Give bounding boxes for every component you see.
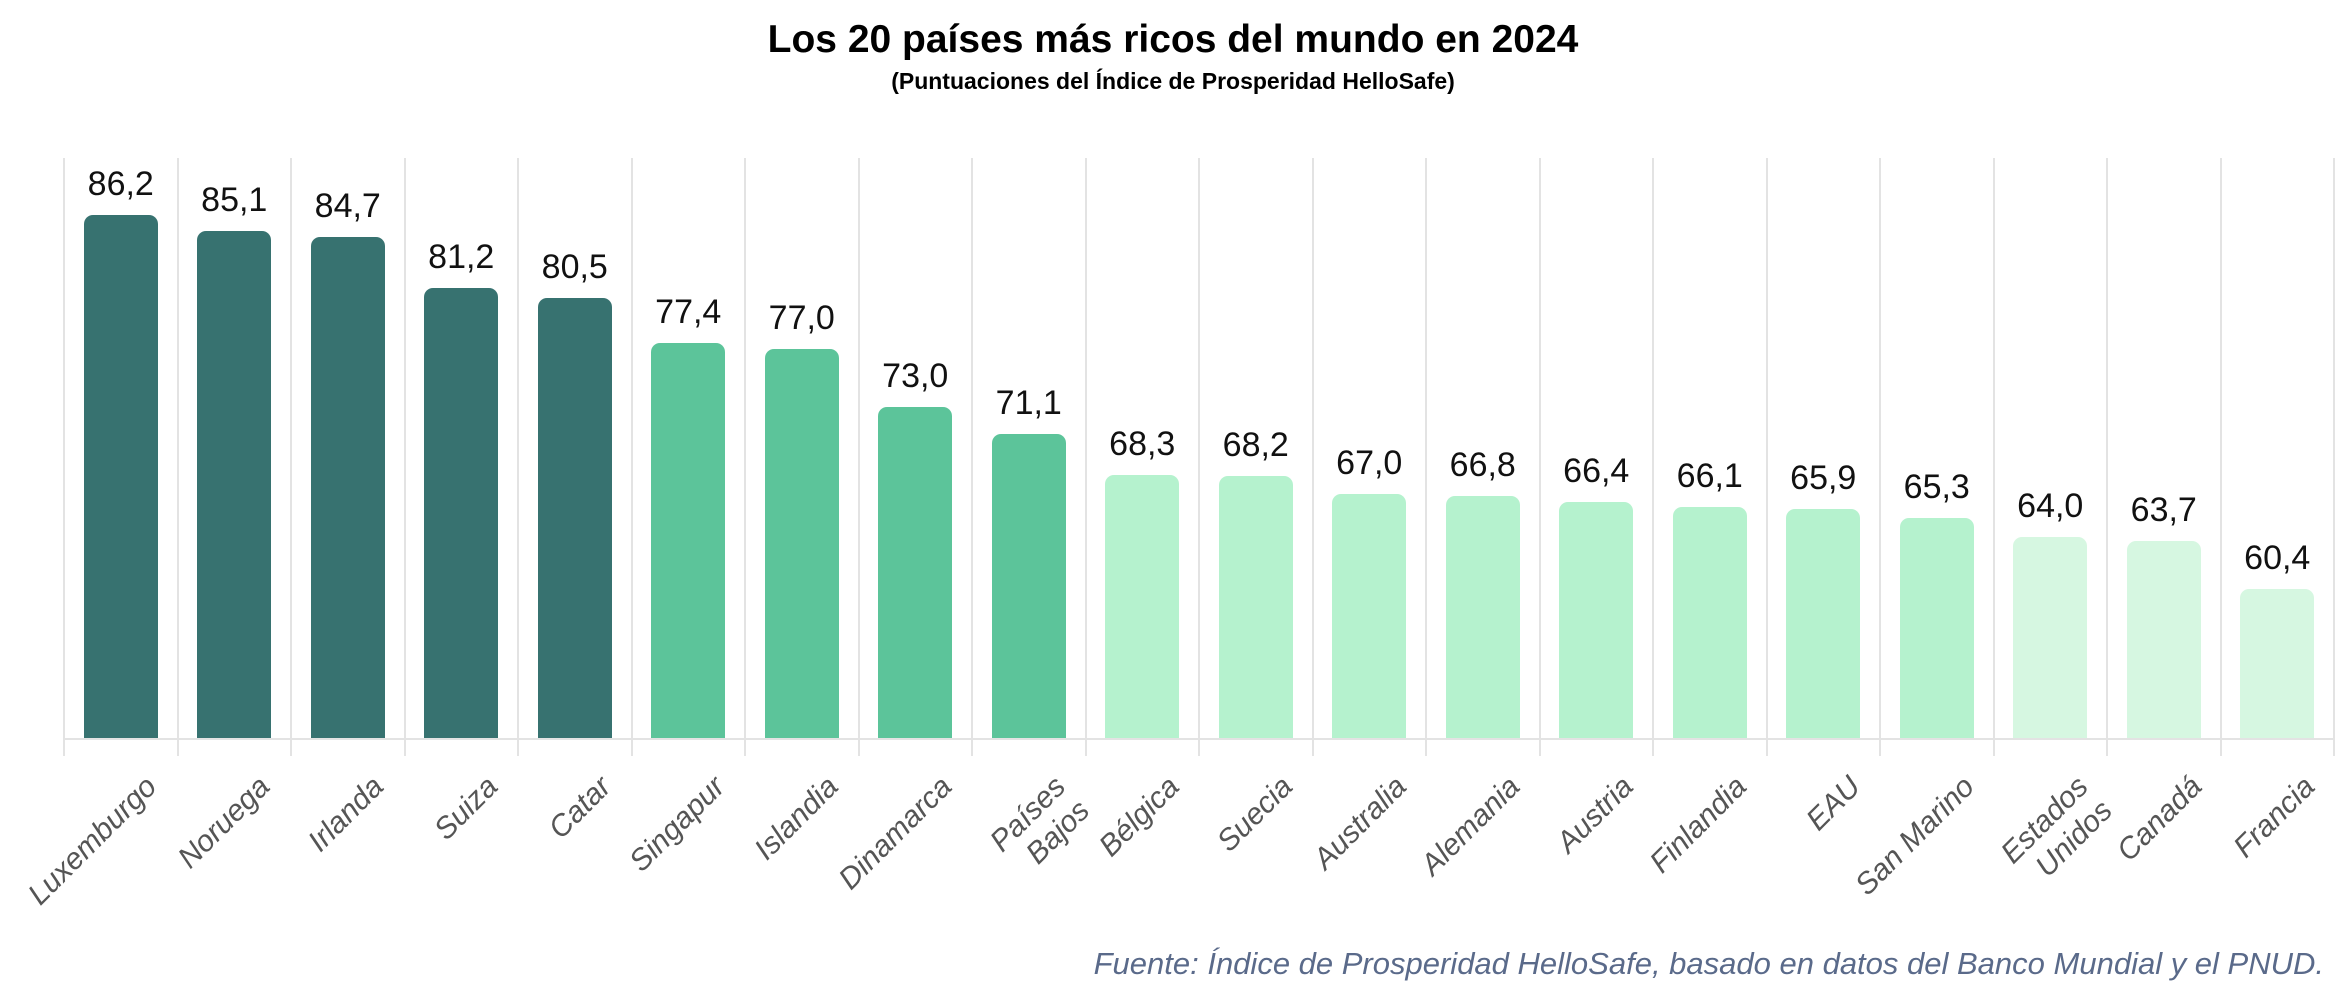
chart-subtitle: (Puntuaciones del Índice de Prosperidad … bbox=[891, 68, 1455, 94]
bar bbox=[651, 342, 726, 740]
x-axis-label: Finlandia bbox=[1644, 770, 1754, 880]
category-cell: 60,4 bbox=[2219, 158, 2334, 756]
bar bbox=[2013, 537, 2088, 740]
bar bbox=[764, 348, 839, 740]
plot-area: 86,2 85,1 84,7 81,2 80,5 77,4 77,0 73,0 71,1 68,3… bbox=[63, 158, 2335, 756]
bar bbox=[2126, 541, 2201, 740]
value-label: 67,0 bbox=[1336, 443, 1403, 482]
value-label: 81,2 bbox=[428, 237, 495, 276]
x-axis-label: Catar bbox=[542, 770, 618, 846]
category-cell: 65,9 bbox=[1765, 158, 1880, 756]
value-label: 77,4 bbox=[655, 292, 722, 331]
bar bbox=[1672, 506, 1747, 740]
value-label: 66,4 bbox=[1563, 452, 1630, 491]
x-axis-baseline bbox=[63, 738, 2335, 740]
value-label: 68,2 bbox=[1222, 426, 1289, 465]
chart-header: Los 20 países más ricos del mundo en 202… bbox=[0, 18, 2346, 95]
value-label: 71,1 bbox=[995, 384, 1062, 423]
value-label: 84,7 bbox=[314, 186, 381, 225]
bar bbox=[1218, 476, 1293, 740]
bar bbox=[878, 406, 953, 740]
x-axis-label: Irlanda bbox=[302, 770, 391, 859]
category-cell: 81,2 bbox=[403, 158, 518, 756]
x-axis-label: Singapur bbox=[622, 770, 732, 879]
bars-container: 86,2 85,1 84,7 81,2 80,5 77,4 77,0 73,0 71,1 68,3… bbox=[63, 158, 2335, 756]
value-label: 63,7 bbox=[2130, 491, 2197, 530]
x-axis-label: Bélgica bbox=[1092, 770, 1186, 863]
bar bbox=[991, 434, 1066, 740]
category-cell: 65,3 bbox=[1879, 158, 1993, 756]
bar bbox=[1899, 518, 1974, 740]
bar bbox=[537, 297, 612, 740]
x-axis-label: EAU bbox=[1800, 770, 1868, 837]
category-cell: 64,0 bbox=[1992, 158, 2107, 756]
category-cell: 71,1 bbox=[971, 158, 1085, 756]
category-cell: 77,0 bbox=[744, 158, 858, 756]
value-label: 60,4 bbox=[2244, 539, 2311, 578]
x-axis-label: Estados Unidos bbox=[1994, 770, 2119, 884]
category-cell: 80,5 bbox=[517, 158, 631, 756]
value-label: 66,1 bbox=[1676, 456, 1743, 495]
bar bbox=[83, 215, 158, 740]
category-cell: 68,3 bbox=[1084, 158, 1199, 756]
bar bbox=[1786, 509, 1861, 740]
category-cell: 66,4 bbox=[1538, 158, 1653, 756]
x-axis-label: Islandia bbox=[748, 770, 845, 867]
category-cell: 86,2 bbox=[63, 158, 177, 756]
bar bbox=[1445, 496, 1520, 740]
category-cell: 68,2 bbox=[1198, 158, 1312, 756]
bar bbox=[1332, 493, 1407, 740]
bar bbox=[1559, 502, 1634, 740]
x-axis-label: Luxemburgo bbox=[21, 770, 164, 912]
value-label: 85,1 bbox=[201, 181, 268, 220]
x-axis-label: San Marino bbox=[1848, 770, 1981, 902]
x-axis-label: Dinamarca bbox=[832, 770, 959, 896]
category-cell: 67,0 bbox=[1311, 158, 1426, 756]
x-axis-label: Austria bbox=[1550, 770, 1640, 860]
category-cell: 63,7 bbox=[2106, 158, 2220, 756]
chart-title: Los 20 países más ricos del mundo en 202… bbox=[767, 18, 1579, 61]
x-axis-label: Australia bbox=[1306, 770, 1413, 876]
value-label: 66,8 bbox=[1449, 446, 1516, 485]
x-axis-label: Alemania bbox=[1414, 770, 1527, 882]
value-label: 77,0 bbox=[768, 298, 835, 337]
x-axis-label: Noruega bbox=[172, 770, 277, 875]
value-label: 86,2 bbox=[87, 165, 154, 204]
bar bbox=[1105, 474, 1180, 740]
category-cell: 84,7 bbox=[290, 158, 404, 756]
x-axis-label: Francia bbox=[2227, 770, 2322, 865]
source-note: Fuente: Índice de Prosperidad HelloSafe,… bbox=[1093, 946, 2324, 981]
bar bbox=[2240, 589, 2315, 740]
bar bbox=[197, 231, 272, 740]
category-cell: 85,1 bbox=[176, 158, 291, 756]
category-cell: 66,1 bbox=[1652, 158, 1766, 756]
x-axis-label: Suecia bbox=[1210, 770, 1300, 859]
category-cell: 66,8 bbox=[1425, 158, 1539, 756]
bar bbox=[310, 236, 385, 740]
value-label: 64,0 bbox=[2017, 487, 2084, 525]
x-axis-label: Países Bajos bbox=[983, 770, 1096, 871]
value-label: 68,3 bbox=[1109, 424, 1176, 463]
bar bbox=[424, 287, 499, 740]
category-cell: 73,0 bbox=[857, 158, 972, 756]
value-label: 73,0 bbox=[882, 356, 949, 395]
value-label: 65,3 bbox=[1903, 468, 1970, 507]
value-label: 80,5 bbox=[541, 247, 608, 286]
category-cell: 77,4 bbox=[630, 158, 745, 756]
x-axis-label: Suiza bbox=[427, 770, 504, 847]
value-label: 65,9 bbox=[1790, 459, 1857, 498]
x-axis-label: Canadá bbox=[2110, 770, 2208, 868]
